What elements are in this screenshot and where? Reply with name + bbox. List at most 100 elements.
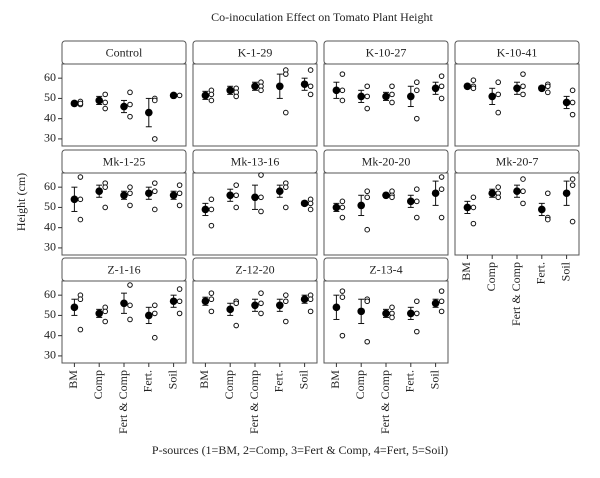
mean-point [226,86,234,95]
mean-point [332,86,341,95]
mean-point [332,303,341,312]
observation [438,83,445,90]
observation [569,218,576,225]
panel-title: K-10-41 [497,45,538,59]
observation [283,184,289,190]
observation [339,71,346,77]
observation [176,92,183,99]
observation [389,304,395,311]
x-tick-label: Comp [484,262,498,291]
observation [307,308,314,315]
observation [208,290,215,296]
observation [495,194,502,201]
observation [152,180,158,186]
mean-point [226,305,234,314]
y-tick-label: 60 [44,287,56,301]
mean-point [169,91,178,100]
observation [233,322,239,329]
observation [414,310,420,317]
mean-point [431,299,440,308]
mean-point [431,84,440,93]
y-tick-label: 40 [44,327,56,341]
x-tick-label: Fert & Comp [509,262,523,326]
x-tick-label: Soil [558,261,572,281]
observation [414,328,420,335]
observation [152,206,158,213]
mean-point [513,84,521,93]
observation [176,182,183,188]
observation [470,204,477,211]
mean-point [120,299,128,308]
x-tick-label: Fert & Comp [116,370,130,434]
mean-point [201,297,210,306]
y-axis-label: Height (cm) [14,173,28,231]
observation [520,176,526,182]
mean-point [300,199,309,208]
observation [176,310,183,317]
observation [127,89,133,96]
observation [233,182,239,188]
observation [77,100,84,107]
mean-point [276,187,284,196]
mean-point [251,301,259,310]
panel-title: Mk-13-16 [231,154,280,168]
observation [438,95,445,102]
x-tick-label: BM [328,370,342,389]
x-tick-label: Soil [165,369,179,389]
observation [307,67,314,73]
observation [364,226,371,233]
observation [258,172,264,178]
observation [152,334,158,341]
observation [102,204,108,211]
mean-point [300,80,309,89]
x-tick-label: Fert. [403,370,417,392]
mean-point [332,203,341,212]
observation [152,136,158,142]
observation [233,300,239,307]
observation [545,89,551,96]
mean-point [276,301,284,310]
observation [152,97,158,104]
panel [323,280,449,364]
observation [307,206,314,213]
observation [307,91,314,98]
observation [438,174,445,180]
observation [77,174,84,180]
observation [389,194,395,201]
mean-point [145,189,153,198]
observation [127,282,133,288]
observation [233,192,239,199]
observation [233,93,239,100]
observation [339,198,346,205]
observation [545,216,551,223]
y-tick-label: 30 [44,348,56,362]
mean-point [226,191,234,200]
observation [77,196,84,203]
observation [283,292,289,298]
observation [569,182,576,188]
observation [389,99,395,106]
observation [233,204,239,211]
observation [176,190,183,197]
observation [414,115,420,122]
x-tick-label: Fert. [141,370,155,392]
observation [283,318,289,325]
observation [208,196,215,203]
mean-point [382,191,390,200]
observation [176,202,183,209]
x-tick-label: BM [66,370,80,389]
observation [152,188,158,195]
x-tick-label: Comp [91,370,105,399]
chart-title: Co-inoculation Effect on Tomato Plant He… [211,10,433,24]
observation [339,97,346,104]
mean-point [538,205,546,214]
panel-title: K-10-27 [366,45,407,59]
observation [389,91,395,98]
x-tick-label: Soil [296,369,310,389]
observation [339,294,346,300]
y-tick-label: 50 [44,307,56,321]
observation [520,91,526,98]
mean-point [201,205,210,214]
mean-point [513,187,521,196]
observation [414,186,420,192]
